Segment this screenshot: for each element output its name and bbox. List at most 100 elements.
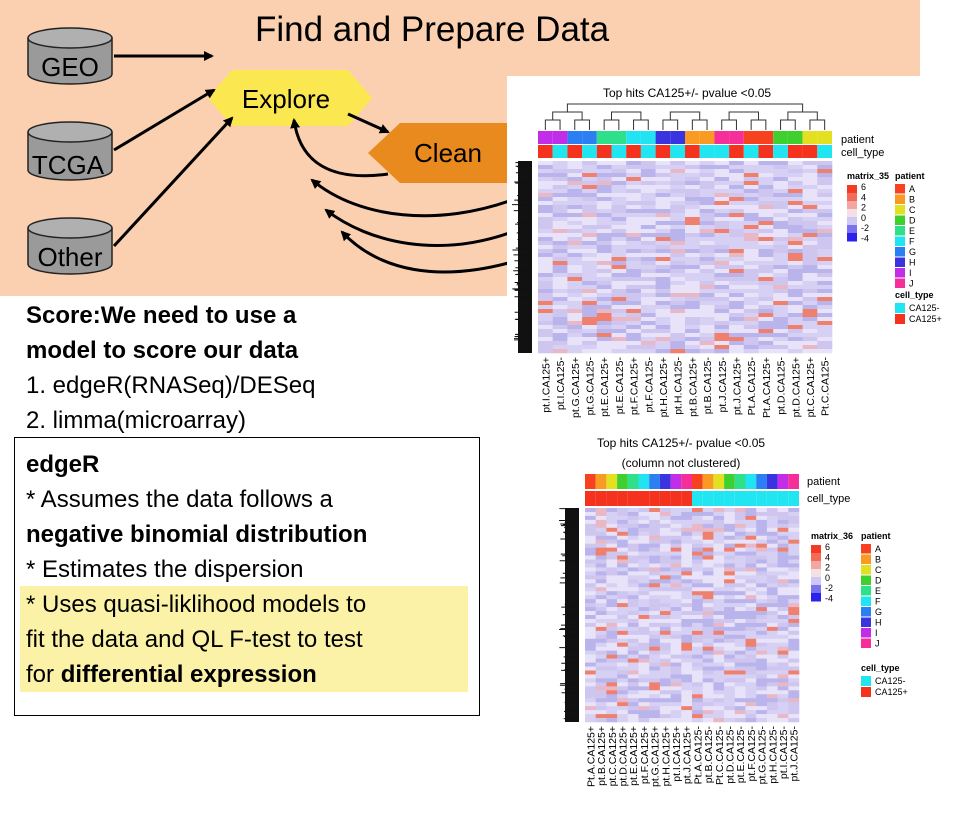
heatmap-cell: [743, 253, 759, 258]
legend-patient-label: I: [909, 268, 912, 278]
heatmap-cell: [640, 213, 656, 218]
heatmap-cell: [777, 714, 789, 719]
heatmap-cell: [582, 221, 598, 226]
heatmap-cell: [685, 317, 700, 322]
heatmap-cell: [670, 173, 686, 178]
heatmap-cell: [745, 674, 757, 679]
heatmap-cell: [745, 634, 757, 640]
heatmap-cell: [538, 249, 553, 254]
dendrogram-link: [750, 119, 767, 130]
heatmap-cell: [595, 583, 607, 588]
heatmap-cell: [817, 329, 833, 334]
heatmap-cell: [745, 618, 757, 624]
heatmap-cell: [617, 531, 629, 537]
heatmap-cell: [567, 201, 583, 206]
heatmap-cell: [595, 630, 607, 636]
heatmap-cell: [627, 650, 639, 655]
heatmap-cell: [640, 297, 656, 302]
heatmap-cell: [714, 193, 730, 198]
heatmap-cell: [655, 209, 671, 214]
heatmap-cell: [582, 289, 598, 294]
legend-celltype-title: cell_type: [895, 290, 934, 300]
heatmap-cell: [758, 185, 774, 190]
heatmap-cell: [626, 209, 642, 214]
heatmap-cell: [638, 563, 650, 568]
heatmap-cell: [685, 181, 700, 186]
heatmap-cell: [617, 595, 629, 600]
heatmap-cell: [702, 642, 714, 648]
heatmap-cell: [685, 209, 700, 214]
heatmap-cell: [638, 583, 650, 588]
heatmap-cell: [681, 618, 693, 624]
heatmap-cell: [595, 535, 607, 541]
heatmap-cell: [611, 273, 627, 278]
heatmap-cell: [713, 591, 725, 596]
heatmap-cell: [685, 337, 700, 342]
heatmap-cell: [773, 233, 789, 238]
heatmap-cell: [649, 587, 661, 592]
heatmap-cell: [734, 575, 746, 580]
heatmap-cell: [582, 305, 598, 310]
heatmap-cell: [714, 257, 730, 262]
heatmap-cell: [817, 193, 833, 198]
heatmap-cell: [659, 706, 671, 711]
heatmap-cell: [724, 630, 736, 636]
heatmap-cell: [655, 317, 671, 322]
heatmap-cell: [788, 654, 800, 659]
heatmap-cell: [670, 197, 686, 202]
celltype-cell: [640, 145, 656, 158]
heatmap-cell: [702, 682, 714, 687]
heatmap-cell: [699, 197, 715, 202]
heatmap-cell: [734, 658, 746, 663]
heatmap-cell: [787, 249, 803, 254]
heatmap-cell: [758, 209, 774, 214]
heatmap-cell: [817, 257, 833, 262]
heatmap-cell: [692, 666, 703, 671]
heatmap-cell: [699, 341, 715, 346]
heatmap-cell: [758, 321, 774, 326]
heatmap-cell: [743, 237, 759, 242]
heatmap-cell: [606, 682, 618, 687]
heatmap-cell: [756, 615, 768, 620]
heatmap-cell: [538, 345, 553, 350]
celltype-cell: [567, 145, 583, 158]
heatmap-cell: [567, 297, 583, 302]
heatmap-cell: [538, 245, 553, 250]
heatmap-cell: [777, 626, 789, 632]
heatmap-cell: [685, 349, 700, 354]
heatmap-cell: [655, 213, 671, 218]
heatmap-cell: [743, 293, 759, 298]
celltype-cell: [788, 491, 799, 506]
heatmap-cell: [758, 317, 774, 322]
heatmap-cell: [758, 285, 774, 290]
heatmap-cell: [640, 205, 656, 210]
heatmap-cell: [758, 341, 774, 346]
heatmap-cell: [692, 591, 703, 596]
heatmap-cell: [773, 293, 789, 298]
heatmap-cell: [756, 607, 768, 612]
heatmap-cell: [582, 161, 598, 166]
heatmap-cell: [670, 237, 686, 242]
heatmap-cell: [585, 658, 596, 663]
heatmap-cell: [734, 563, 746, 568]
column-label: pt.F.CA125+: [639, 726, 651, 784]
heatmap-cell: [670, 626, 682, 632]
heatmap-cell: [734, 718, 746, 723]
heatmap-cell: [617, 543, 629, 548]
heatmap-cell: [617, 634, 629, 640]
heatmap-cell: [756, 714, 768, 719]
heatmap-cell: [640, 285, 656, 290]
heatmap-cell: [787, 285, 803, 290]
heatmap-cell: [649, 559, 661, 564]
heatmap-cell: [745, 666, 757, 671]
heatmap-cell: [714, 237, 730, 242]
heatmap-cell: [585, 674, 596, 679]
heatmap-cell: [788, 523, 800, 529]
heatmap-cell: [777, 587, 789, 592]
heatmap-cell: [670, 563, 682, 568]
celltype-cell: [745, 491, 757, 506]
heatmap-cell: [627, 642, 639, 648]
heatmap-cell: [595, 543, 607, 548]
heatmap-cell: [538, 181, 553, 186]
column-label: pt.G.CA125-: [757, 726, 769, 785]
